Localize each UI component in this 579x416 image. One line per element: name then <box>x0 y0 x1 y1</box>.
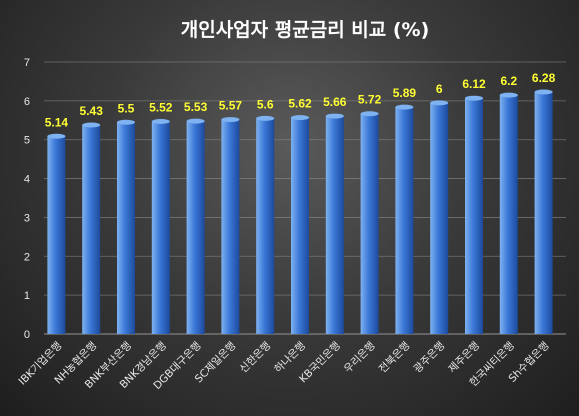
bar-cap <box>534 89 553 95</box>
value-label: 5.43 <box>80 104 104 118</box>
y-tick-label: 7 <box>24 57 30 69</box>
value-label: 5.66 <box>323 95 347 109</box>
value-label: 6 <box>436 82 443 96</box>
bar-cap <box>291 115 309 121</box>
value-label: 5.89 <box>393 86 417 100</box>
value-labels: 5.14 5.43 5.5 5.52 5.53 5.57 5.6 5.62 5.66 5.72 5.… <box>45 71 556 129</box>
bar <box>534 91 553 334</box>
bar-cap <box>465 95 483 101</box>
value-label: 5.14 <box>45 115 69 129</box>
value-label: 5.5 <box>118 101 135 115</box>
bar <box>499 95 518 334</box>
y-tick-label: 3 <box>24 212 30 224</box>
value-label: 5.57 <box>219 99 243 113</box>
bar-cap <box>117 119 135 125</box>
bar <box>221 119 240 335</box>
value-label: 6.2 <box>500 74 517 88</box>
value-label: 5.72 <box>358 93 382 107</box>
bar-cap <box>151 119 170 125</box>
bar <box>325 116 344 334</box>
bar-cap <box>430 100 449 106</box>
category-label: 우리은행 <box>342 340 378 376</box>
bar <box>430 102 449 334</box>
bar-cap <box>186 118 205 124</box>
value-label: 6.12 <box>462 77 486 91</box>
bar <box>82 125 101 335</box>
chart-title: 개인사업자 평균금리 비교 (%) <box>181 19 430 41</box>
value-label: 5.52 <box>149 101 173 115</box>
bar-cap <box>360 111 379 117</box>
bar <box>117 122 135 335</box>
bars <box>47 89 553 335</box>
category-label: 신한은행 <box>238 340 274 376</box>
value-label: 5.53 <box>184 100 208 114</box>
bar <box>151 121 170 334</box>
bar-cap <box>256 115 275 121</box>
bar-cap <box>221 117 240 123</box>
category-label: 전북은행 <box>377 340 413 376</box>
value-label: 6.28 <box>532 71 556 85</box>
y-tick-label: 1 <box>24 290 30 302</box>
y-axis: 0 1 2 3 4 5 6 7 <box>24 57 30 341</box>
bar <box>186 121 205 335</box>
category-label: 하나은행 <box>272 339 309 376</box>
value-label: 5.6 <box>257 97 274 111</box>
x-axis: IBK기업은행NH농협은행BNK부산은행BNK경남은행DGB대구은행SC제일은행… <box>16 339 552 392</box>
category-label: 광주은행 <box>412 340 448 376</box>
bar-cap <box>395 104 414 110</box>
bar <box>291 117 309 334</box>
value-label: 5.62 <box>288 97 312 111</box>
y-tick-label: 5 <box>24 135 30 147</box>
bar-cap <box>47 133 66 139</box>
bar <box>47 136 66 334</box>
y-tick-label: 6 <box>24 96 30 108</box>
bar-cap <box>325 113 344 119</box>
bar <box>395 107 414 334</box>
bar <box>256 118 275 335</box>
y-tick-label: 0 <box>24 329 30 341</box>
bar <box>360 113 379 334</box>
bar-cap <box>82 122 101 128</box>
bar-cap <box>499 92 518 98</box>
bar <box>465 98 483 335</box>
y-tick-label: 4 <box>24 174 30 186</box>
y-tick-label: 2 <box>24 251 30 263</box>
